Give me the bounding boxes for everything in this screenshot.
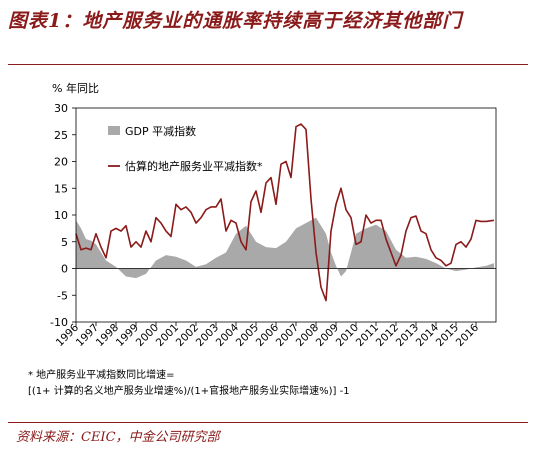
y-tick-label: 20 — [54, 156, 68, 169]
real-estate-deflator-line-layer — [75, 123, 495, 302]
y-tick-label: 30 — [54, 102, 68, 115]
gdp-deflator-area-layer — [76, 217, 494, 279]
source-note: 资料来源：CEIC，中金公司研究部 — [16, 430, 220, 445]
gdp-deflator-area — [76, 217, 494, 279]
footnote-line-1: * 地产服务业平减指数同比增速= — [28, 370, 175, 381]
footnote-line-2: [(1+ 计算的名义地产服务业增速%)/(1+官报地产服务业实际增速%)] -1 — [28, 386, 350, 397]
plot-frame — [75, 107, 497, 323]
y-tick-label: 25 — [54, 129, 68, 142]
axes: -10-505101520253019961997199819992000200… — [50, 102, 497, 349]
legend-label-real-estate: 估算的地产服务业平减指数* — [125, 159, 263, 173]
y-axis-label: % 年同比 — [52, 81, 99, 95]
x-tick-label: 2016 — [454, 321, 482, 349]
y-tick-label: 5 — [61, 236, 68, 249]
source-divider — [8, 422, 528, 423]
footnote: * 地产服务业平减指数同比增速= [(1+ 计算的名义地产服务业增速%)/(1+… — [28, 368, 350, 400]
legend-label-gdp: GDP 平减指数 — [125, 124, 196, 138]
y-tick-label: 15 — [54, 182, 68, 195]
y-tick-label: -10 — [50, 316, 68, 329]
title-divider — [8, 64, 528, 65]
chart-title: 图表1：地产服务业的通胀率持续高于经济其他部门 — [8, 10, 463, 32]
chart-svg: -10-505101520253019961997199819992000200… — [50, 81, 497, 349]
legend-swatch-gdp — [108, 126, 120, 135]
real-estate-deflator-line — [75, 123, 495, 302]
y-tick-label: 0 — [61, 263, 68, 276]
y-tick-label: -5 — [57, 289, 68, 302]
y-tick-label: 10 — [54, 209, 68, 222]
